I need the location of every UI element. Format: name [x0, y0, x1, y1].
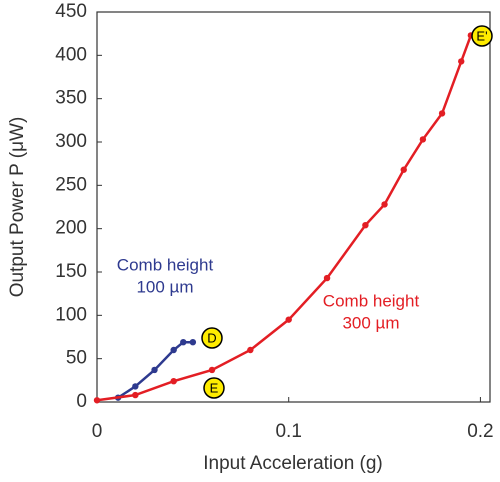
annotation: Comb height — [117, 255, 214, 274]
data-point — [132, 383, 139, 390]
y-tick-label: 400 — [55, 44, 87, 65]
data-point — [170, 378, 177, 385]
data-point — [285, 316, 292, 323]
x-axis-title: Input Acceleration (g) — [203, 453, 383, 474]
x-tick-label: 0.1 — [275, 421, 301, 442]
data-point — [208, 366, 216, 374]
label-badge — [201, 327, 223, 349]
y-tick-label: 0 — [76, 391, 87, 412]
y-tick-label: 250 — [55, 174, 87, 195]
data-point — [419, 136, 427, 143]
data-point — [189, 339, 197, 346]
label-badge — [471, 25, 493, 47]
data-point — [247, 346, 254, 354]
data-point — [438, 110, 446, 117]
series-line — [96, 34, 473, 402]
data-point — [400, 166, 407, 173]
data-point — [458, 58, 465, 65]
data-point — [323, 274, 331, 282]
annotation: 100 µm — [136, 277, 193, 296]
point-label: D — [207, 330, 216, 345]
data-point — [362, 222, 369, 229]
data-point — [93, 397, 101, 404]
y-axis-title: Output Power P (μW) — [7, 117, 28, 298]
y-tick-label: 150 — [55, 261, 87, 282]
point-label: E — [210, 380, 219, 395]
x-tick-label: 0.2 — [467, 421, 493, 442]
y-tick-label: 200 — [55, 218, 87, 239]
data-point — [132, 391, 139, 399]
data-point — [151, 366, 158, 374]
y-tick-label: 100 — [55, 304, 87, 325]
annotation: 300 µm — [342, 313, 399, 332]
plot-frame — [96, 11, 491, 403]
y-tick-label: 450 — [55, 1, 87, 22]
y-tick-label: 350 — [55, 88, 87, 109]
y-tick-label: 300 — [55, 131, 87, 152]
data-point — [180, 339, 187, 346]
x-tick-label: 0 — [92, 421, 103, 442]
label-badge — [203, 377, 225, 399]
data-point — [381, 201, 388, 208]
data-point — [170, 346, 177, 354]
y-tick-label: 50 — [66, 348, 87, 369]
point-label: E' — [476, 28, 487, 43]
annotation: Comb height — [323, 291, 420, 310]
